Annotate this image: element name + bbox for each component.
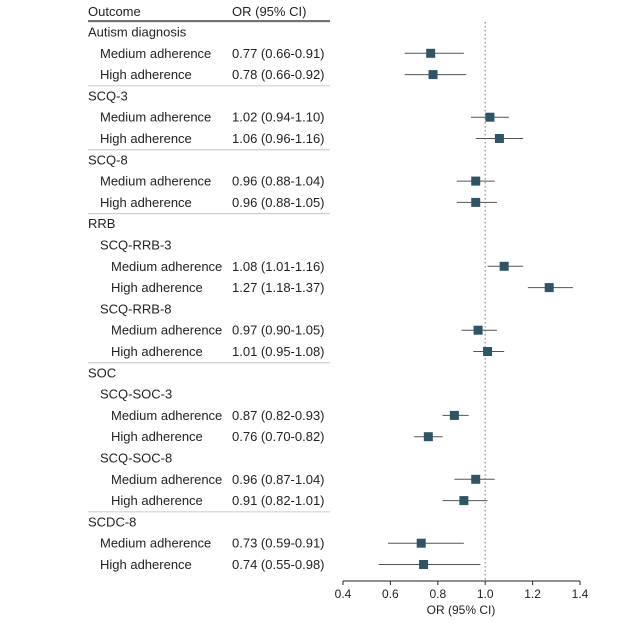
or-marker xyxy=(449,410,459,420)
x-axis-label: OR (95% CI) xyxy=(427,603,496,617)
header-outcome: Outcome xyxy=(88,4,141,19)
row-label: SCQ-RRB-3 xyxy=(100,238,172,253)
row-label: High adherence xyxy=(111,280,203,295)
row-label: SCQ-RRB-8 xyxy=(100,301,172,316)
row-label: RRB xyxy=(88,216,115,231)
ci-text: 0.91 (0.82-1.01) xyxy=(232,493,325,508)
or-marker xyxy=(483,347,493,356)
row-label: SOC xyxy=(88,365,116,380)
x-tick-label: 1.0 xyxy=(477,587,494,601)
row-label: High adherence xyxy=(100,67,192,82)
ci-text: 0.97 (0.90-1.05) xyxy=(232,323,325,338)
x-tick-label: 0.4 xyxy=(335,587,352,601)
row-label: Medium adherence xyxy=(100,536,211,551)
or-marker xyxy=(423,432,433,442)
or-marker xyxy=(471,197,481,207)
ci-text: 1.01 (0.95-1.08) xyxy=(232,344,325,359)
or-marker xyxy=(499,261,509,271)
row-label: SCQ-8 xyxy=(88,152,128,167)
row-label: Medium adherence xyxy=(111,472,222,487)
ci-text: 0.77 (0.66-0.91) xyxy=(232,46,325,61)
or-marker xyxy=(426,48,436,58)
row-label: High adherence xyxy=(100,557,192,572)
ci-text: 1.27 (1.18-1.37) xyxy=(232,280,325,295)
ci-text: 0.76 (0.70-0.82) xyxy=(232,429,325,444)
or-marker xyxy=(473,325,483,335)
ci-text: 1.06 (0.96-1.16) xyxy=(232,131,325,146)
or-marker xyxy=(471,474,481,484)
row-label: High adherence xyxy=(111,429,203,444)
ci-text: 0.78 (0.66-0.92) xyxy=(232,67,325,82)
row-label: SCQ-SOC-8 xyxy=(100,451,172,466)
or-marker xyxy=(459,496,469,506)
ci-text: 0.96 (0.88-1.04) xyxy=(232,174,325,189)
ci-text: 0.74 (0.55-0.98) xyxy=(232,557,325,572)
row-label: High adherence xyxy=(111,344,203,359)
rows-group: Autism diagnosis Medium adherence 0.77 (0.… xyxy=(88,21,573,580)
row-label: Autism diagnosis xyxy=(88,25,187,40)
row-label: High adherence xyxy=(100,195,192,210)
or-marker xyxy=(494,134,504,143)
or-marker xyxy=(419,560,429,569)
or-marker xyxy=(544,283,554,293)
x-axis: 0.4 0.6 0.8 1.0 1.2 1.4 xyxy=(335,580,589,601)
row-label: Medium adherence xyxy=(100,110,211,125)
ci-text: 1.02 (0.94-1.10) xyxy=(232,110,325,125)
row-label: High adherence xyxy=(100,131,192,146)
ci-text: 0.87 (0.82-0.93) xyxy=(232,408,325,423)
ci-text: 0.73 (0.59-0.91) xyxy=(232,536,325,551)
row-label: Medium adherence xyxy=(111,259,222,274)
row-label: Medium adherence xyxy=(100,174,211,189)
x-tick-label: 1.4 xyxy=(572,587,589,601)
row-label: SCDC-8 xyxy=(88,514,136,529)
row-label: SCQ-SOC-3 xyxy=(100,387,172,402)
row-label: Medium adherence xyxy=(111,323,222,338)
or-marker xyxy=(471,176,481,186)
row-label: High adherence xyxy=(111,493,203,508)
ci-text: 1.08 (1.01-1.16) xyxy=(232,259,325,274)
ci-text: 0.96 (0.88-1.05) xyxy=(232,195,325,210)
row-label: SCQ-3 xyxy=(88,88,128,103)
row-label: Medium adherence xyxy=(111,408,222,423)
ci-text: 0.96 (0.87-1.04) xyxy=(232,472,325,487)
x-tick-label: 0.6 xyxy=(382,587,399,601)
or-marker xyxy=(485,112,495,122)
or-marker xyxy=(416,538,426,548)
row-label: Medium adherence xyxy=(100,46,211,61)
x-tick-label: 1.2 xyxy=(524,587,541,601)
header-or: OR (95% CI) xyxy=(232,4,306,19)
or-marker xyxy=(428,70,438,80)
x-tick-label: 0.8 xyxy=(429,587,446,601)
